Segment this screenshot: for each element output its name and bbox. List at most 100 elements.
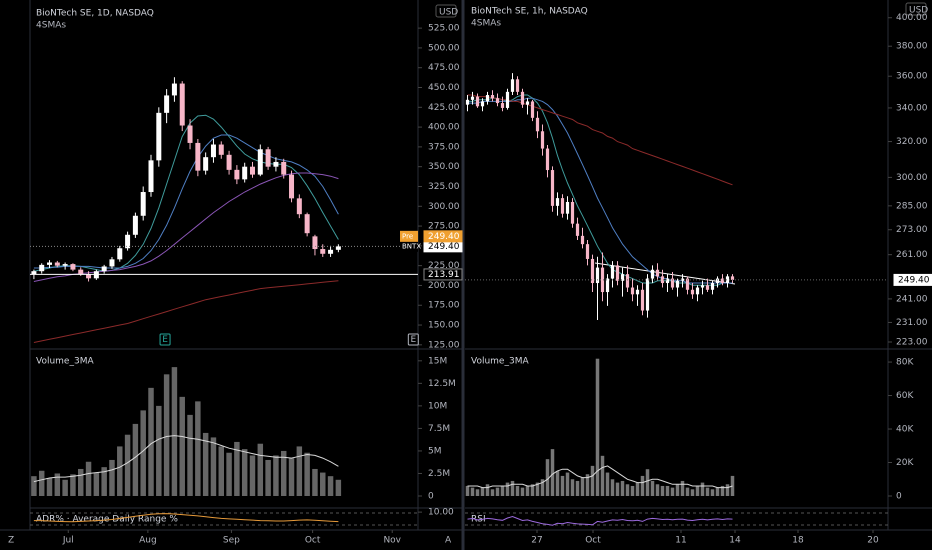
y-tick-label: 450.00 xyxy=(428,83,460,93)
candle-body xyxy=(530,101,535,118)
candle-body xyxy=(490,95,495,99)
line xyxy=(33,134,339,269)
volume-bar xyxy=(650,480,655,496)
currency-box xyxy=(905,2,927,16)
y-tick-label: 0 xyxy=(428,492,434,502)
volume-bar xyxy=(605,472,610,496)
candle-body xyxy=(187,125,193,143)
volume-bar xyxy=(70,474,76,496)
candle-body xyxy=(242,166,248,180)
volume-bar xyxy=(720,485,725,496)
candle-body xyxy=(470,96,475,100)
volume-bar xyxy=(475,489,480,496)
volume-bar xyxy=(163,374,170,496)
volume-bar xyxy=(645,469,650,496)
volume-bar xyxy=(705,487,710,496)
line xyxy=(467,515,733,526)
volume-bar xyxy=(525,485,530,496)
y-tick-label: 500.00 xyxy=(428,43,460,53)
volume-bar xyxy=(580,477,585,496)
y-tick-label: 285.00 xyxy=(896,201,928,211)
candle-body xyxy=(179,83,185,126)
volume-bar xyxy=(615,482,620,496)
candle-body xyxy=(540,131,545,149)
x-tick-label: Oct xyxy=(305,536,321,546)
volume-bar xyxy=(470,487,475,496)
candle-body xyxy=(328,249,334,254)
volume-bar xyxy=(195,401,201,496)
volume-bar xyxy=(710,489,715,496)
pane-title: BioNTech SE, 1h, NASDAQ xyxy=(471,7,588,17)
candle-body xyxy=(125,234,131,249)
volume-bar xyxy=(132,423,139,496)
candle-body xyxy=(655,269,660,277)
candle-body xyxy=(109,259,115,267)
y-tick-label: 223.00 xyxy=(896,337,928,347)
volume-bar xyxy=(124,434,131,496)
line xyxy=(33,435,339,483)
y-tick-label: 5M xyxy=(428,446,442,456)
candle-body xyxy=(510,79,515,92)
volume-bar xyxy=(520,487,525,496)
price-label-box xyxy=(423,230,463,243)
candle-body xyxy=(730,276,735,280)
volume-bar xyxy=(490,489,495,496)
volume-bar xyxy=(515,485,520,496)
price-label: 249.40 xyxy=(898,275,930,285)
candle-body xyxy=(195,142,201,171)
candle-body xyxy=(320,249,326,254)
volume-bar xyxy=(101,467,107,496)
pane-subtitle: 4SMAs xyxy=(471,19,501,29)
event-marker xyxy=(159,333,171,346)
volume-bar xyxy=(550,449,555,496)
volume-bar xyxy=(535,482,540,496)
volume-bar xyxy=(570,479,575,496)
x-tick-label: 20 xyxy=(867,536,879,546)
y-tick-label: 380.00 xyxy=(896,42,928,52)
candle-body xyxy=(710,283,715,290)
candle-body xyxy=(725,276,730,284)
x-tick-label: 27 xyxy=(531,536,542,546)
volume-bar xyxy=(660,485,665,496)
candle-body xyxy=(690,289,695,295)
candle-body xyxy=(265,149,271,167)
candle-body xyxy=(535,117,540,132)
candle-body xyxy=(675,280,680,288)
x-tick-label: Aug xyxy=(139,536,157,546)
line xyxy=(467,465,733,489)
volume-bar xyxy=(540,479,545,496)
volume-bar xyxy=(465,485,470,496)
candle-body xyxy=(78,269,84,275)
volume-bar xyxy=(46,477,53,496)
pane-title: BioNTech SE, 1D, NASDAQ xyxy=(36,9,154,19)
candle-body xyxy=(226,154,232,170)
volume-bar xyxy=(187,414,193,496)
candle-body xyxy=(156,112,162,161)
candle-body xyxy=(101,266,107,272)
price-tag: Pre xyxy=(402,232,413,240)
y-tick-label: 150.00 xyxy=(428,321,460,331)
toolbar-icon[interactable]: Z xyxy=(8,536,14,546)
volume-bar xyxy=(505,482,510,496)
candle-body xyxy=(54,262,60,266)
y-tick-label: 400.00 xyxy=(428,123,460,133)
y-tick-label: 475.00 xyxy=(428,63,460,73)
candle-body xyxy=(203,157,209,171)
line xyxy=(33,280,339,343)
volume-bar xyxy=(485,484,490,496)
candle-body xyxy=(595,267,600,284)
volume-bar xyxy=(54,473,61,496)
candle-body xyxy=(520,91,525,105)
toolbar-icon[interactable]: A xyxy=(445,536,452,546)
volume-bar xyxy=(530,484,535,496)
volume-bar xyxy=(700,482,705,496)
volume-bar xyxy=(327,476,334,496)
volume-bar xyxy=(179,396,185,496)
candle-body xyxy=(117,248,123,260)
volume-bar xyxy=(38,470,45,496)
y-tick-label: 20K xyxy=(896,458,914,468)
candle-body xyxy=(249,166,255,175)
volume-bar xyxy=(630,485,635,496)
candle-body xyxy=(257,149,263,175)
candle-body xyxy=(635,289,640,295)
